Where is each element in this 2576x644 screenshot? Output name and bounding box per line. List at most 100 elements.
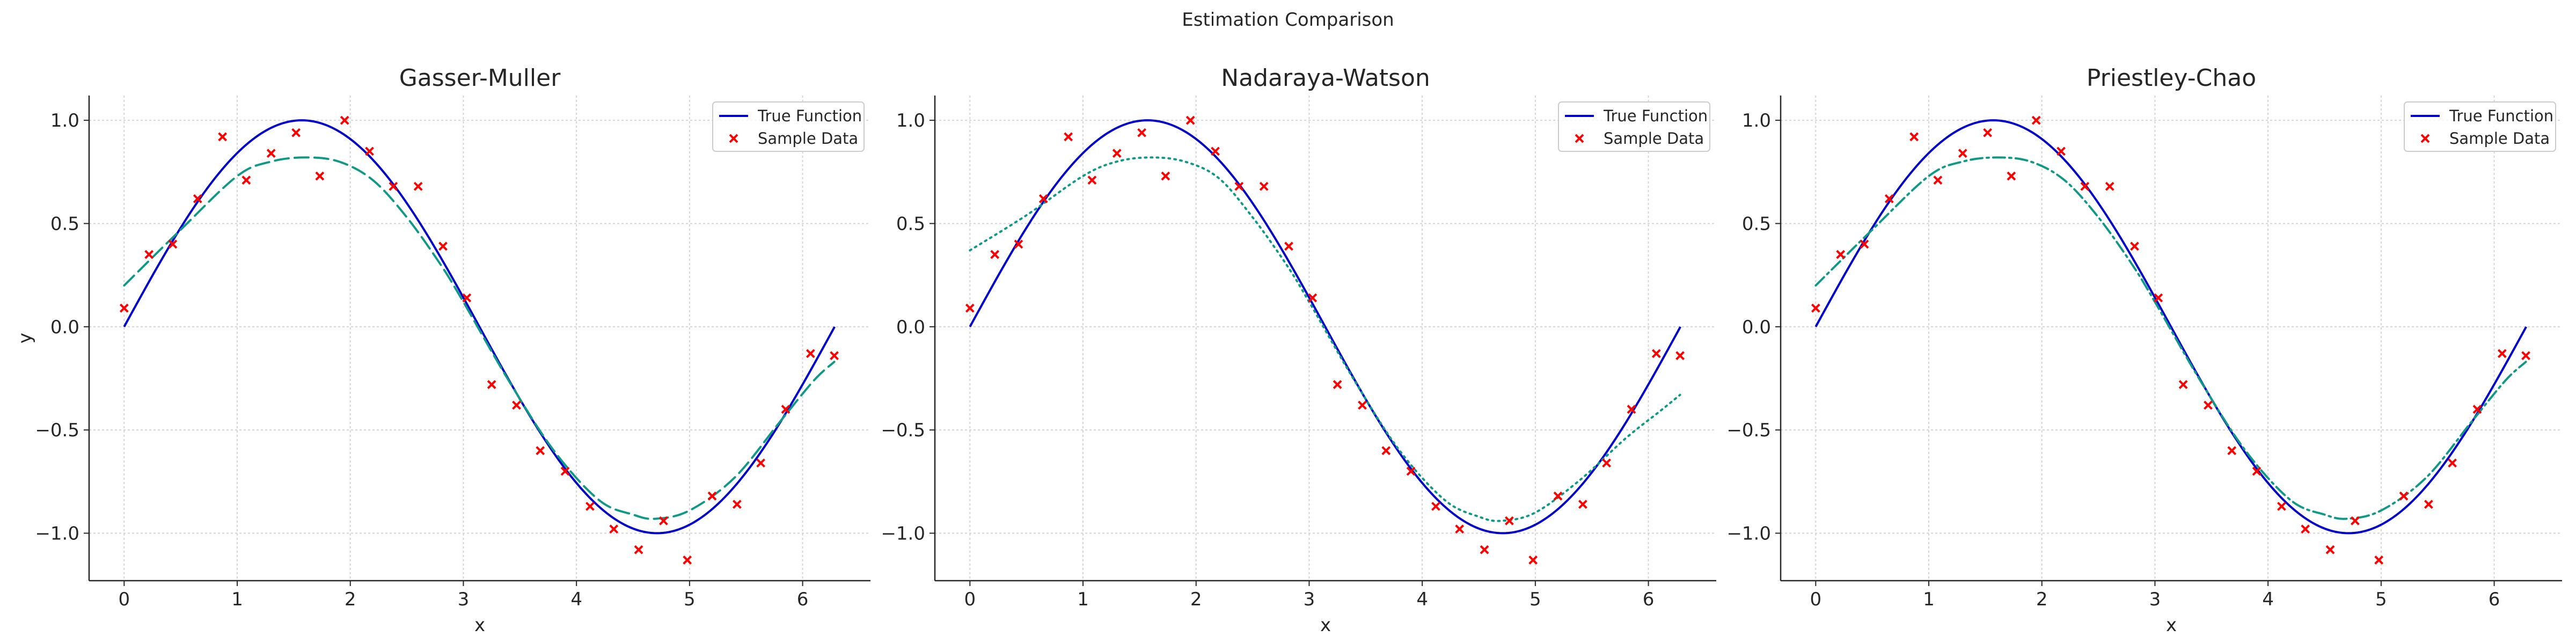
y-tick-label: 0.5 [50,214,79,235]
sample-point [806,349,815,358]
legend-sample-data-label: Sample Data [1604,129,1704,148]
sample-point [658,516,668,525]
sample-point [781,405,791,414]
sample-point [2424,500,2433,509]
sample-point [1333,380,1342,389]
sample-point [2252,466,2262,476]
sample-point [2472,405,2482,414]
sample-point [536,446,545,456]
true-function-line [969,119,1681,535]
sample-point [830,351,839,361]
sample-point [2448,458,2457,468]
x-tick-label: 4 [1416,589,1428,610]
sample-point [2374,555,2384,565]
x-tick-label: 3 [458,589,470,610]
chart-panel-2: 0 1 2 3 4 5 6 −1.0 −0.5 0.0 0.5 1.0 Nadaraya-Watson x… [881,64,1716,636]
legend-true-function-label: True Function [1603,107,1708,125]
x-tick-label: 6 [797,589,809,610]
sample-point [2521,351,2530,361]
y-tick-label: 0.5 [1742,214,1771,235]
legend-sample-data-label: Sample Data [758,129,858,148]
y-axis-label: y [14,333,36,343]
panel-title: Gasser-Muller [399,64,561,92]
sample-point [1909,132,1919,142]
x-tick-label: 1 [231,589,243,610]
y-tick-label: 0.0 [896,317,925,338]
sample-point [2350,516,2360,525]
chart-panel-1: 0 1 2 3 4 5 6 −1.0 −0.5 0.0 0.5 1.0 Gasser-Muller x y T… [14,64,870,636]
sample-point [683,555,692,565]
sample-point [1112,149,1122,158]
sample-point [266,149,276,158]
sample-point [389,181,398,191]
sample-point [193,194,202,203]
x-tick-label: 3 [1304,589,1315,610]
sample-point [1087,175,1097,185]
x-tick-label: 4 [2262,589,2274,610]
x-tick-label: 2 [1190,589,1202,610]
x-tick-label: 3 [2149,589,2161,610]
sample-point [990,250,1000,259]
figure-title: Estimation Comparison [1182,9,1394,31]
sample-point [462,293,472,303]
y-tick-label: 1.0 [1742,110,1771,131]
sample-point [1627,405,1636,414]
y-tick-label: −1.0 [35,523,79,545]
sample-point [1553,491,1563,501]
sample-point [438,241,448,251]
sample-point [2007,171,2016,181]
sample-point [413,181,423,191]
legend-sample-data-label: Sample Data [2449,129,2550,148]
x-axis-label: x [474,614,485,636]
sample-point [512,400,521,410]
y-tick-label: −1.0 [1726,523,1771,545]
legend-true-function-label: True Function [757,107,862,125]
x-tick-label: 0 [964,589,976,610]
sample-point [1137,128,1147,137]
sample-point [1578,500,1587,509]
panel-title: Nadaraya-Watson [1221,64,1430,92]
y-tick-label: 1.0 [896,110,925,131]
y-tick-label: −0.5 [881,420,925,441]
sample-point [1185,115,1195,125]
sample-point [707,491,717,501]
legend-true-function-label: True Function [2449,107,2553,125]
x-tick-label: 4 [570,589,582,610]
y-tick-label: 0.0 [1742,317,1771,338]
sample-point [2277,502,2286,511]
y-tick-label: −1.0 [881,523,925,545]
sample-point [1455,524,1465,534]
sample-point [2227,446,2237,456]
sample-point [732,500,742,509]
sample-point [365,147,374,156]
estimate-line [1814,156,2527,520]
sample-point [1038,194,1048,203]
legend-sample-data-swatch [729,134,738,143]
panel-title: Priestley-Chao [2087,64,2256,92]
sample-point [1308,293,1318,303]
sample-point [1161,171,1170,181]
sample-point [1284,241,1293,251]
sample-point [1504,516,1514,525]
sample-point [218,132,228,142]
sample-point [1675,351,1685,361]
y-tick-label: 0.0 [50,317,79,338]
sample-point [1958,149,1967,158]
sample-point [241,175,251,185]
sample-point [1431,502,1440,511]
x-tick-label: 1 [1923,589,1935,610]
sample-point [965,303,975,313]
sample-point [2057,147,2066,156]
sample-point [2301,524,2310,534]
sample-point [1014,239,1023,249]
sample-point [1358,400,1367,410]
sample-point [340,115,349,125]
estimate-line [969,156,1681,522]
y-tick-label: −0.5 [1726,420,1771,441]
sample-point [315,171,325,181]
x-tick-label: 2 [345,589,356,610]
sample-point [1259,181,1269,191]
sample-point [1211,147,1220,156]
